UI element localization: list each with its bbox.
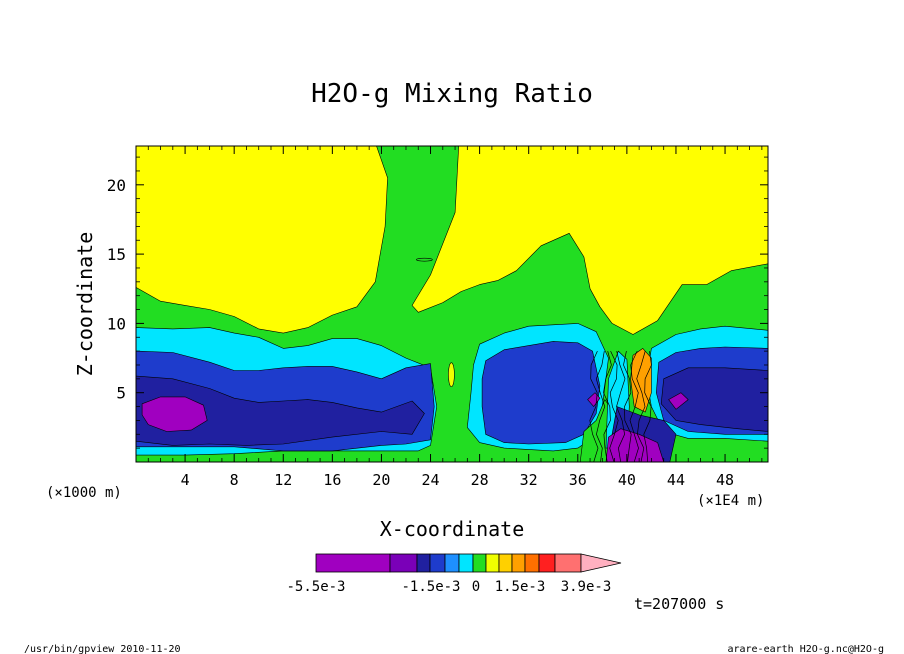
colorbar-extension [580,553,622,573]
colorbar-label: 0 [472,579,480,595]
contour-region-navy [135,375,425,446]
x-tick-label: 44 [667,471,685,489]
contour-regions [135,145,769,463]
colorbar-label: 3.9e-3 [561,579,612,595]
colorbar-label: -5.5e-3 [286,579,345,595]
x-tick-label: 8 [230,471,239,489]
x-tick-label: 32 [520,471,538,489]
plot-frame [135,145,769,463]
y-tick-label: 5 [116,384,126,403]
contour-lines [416,257,652,463]
contour-line [636,351,646,463]
contour-line [609,350,619,463]
x-axis-label: X-coordinate [380,517,525,541]
contour-region-purple [668,392,689,410]
colorbar-segment [315,553,391,573]
x-tick-label: 24 [421,471,439,489]
colorbar [315,553,622,573]
contour-line [629,350,639,463]
contour-region-blue [481,341,601,445]
y-axis: 5 10 15 20 [107,156,768,449]
contour-line [589,350,599,463]
contour-line [616,351,626,463]
footer-right: arare-earth_H2O-g.nc@H2O-g [727,644,884,654]
x-tick-label: 16 [323,471,341,489]
colorbar-segment [524,553,540,573]
colorbar-label: 1.5e-3 [495,579,546,595]
y-axis-label: Z-coordinate [73,232,97,377]
colorbar-segment [538,553,556,573]
colorbar-labels: -5.5e-3 -1.5e-3 0 1.5e-3 3.9e-3 [286,579,611,595]
x-tick-label: 48 [716,471,734,489]
contour-line [643,351,652,463]
y-tick-label: 20 [107,176,126,195]
colorbar-segment [429,553,446,573]
colorbar-segment [485,553,500,573]
contour-region-navy [660,367,769,432]
contour-line [595,351,606,463]
colorbar-segment [444,553,460,573]
colorbar-segment [416,553,431,573]
colorbar-segment [554,553,582,573]
colorbar-segment [458,553,474,573]
contour-region-purple [141,396,208,432]
colorbar-segment [498,553,513,573]
x-unit-left: (×1000 m) [46,485,122,501]
x-tick-label: 28 [471,471,489,489]
x-unit-right: (×1E4 m) [697,493,764,509]
x-tick-label: 36 [569,471,587,489]
time-label: t=207000 s [634,595,724,613]
colorbar-label: -1.5e-3 [401,579,460,595]
contour-line [623,351,632,463]
colorbar-segment [389,553,418,573]
x-tick-label: 20 [372,471,390,489]
x-tick-label: 12 [274,471,292,489]
y-tick-label: 10 [107,314,126,333]
y-tick-label: 15 [107,245,126,264]
footer-left: /usr/bin/gpview 2010-11-20 [24,644,181,654]
colorbar-segment [472,553,487,573]
x-tick-label: 40 [618,471,636,489]
x-tick-label: 4 [181,471,190,489]
colorbar-segment [511,553,526,573]
x-axis: 4 8 12 16 20 24 28 32 36 40 44 48 [147,146,763,489]
chart-title: H2O-g Mixing Ratio [311,79,593,109]
contour-island [416,257,433,262]
contour-island [448,362,455,387]
contour-line [603,351,612,463]
